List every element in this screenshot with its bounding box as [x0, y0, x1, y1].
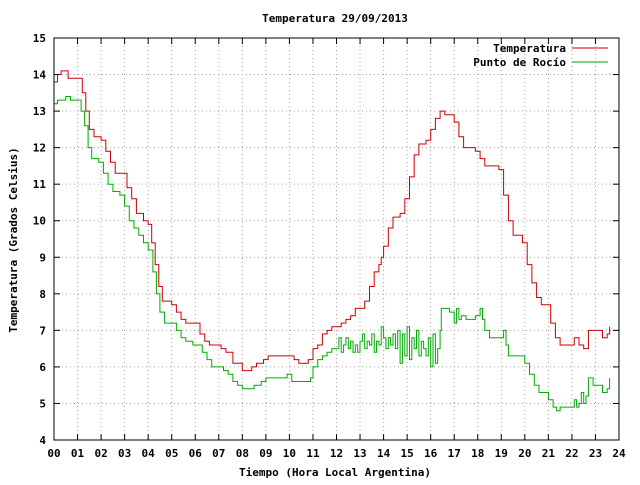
- y-tick-label: 6: [39, 361, 46, 374]
- x-tick-label: 18: [471, 447, 484, 460]
- x-tick-label: 16: [424, 447, 438, 460]
- x-tick-label: 04: [142, 447, 156, 460]
- grid-lines: [54, 38, 619, 440]
- x-tick-label: 02: [94, 447, 107, 460]
- x-tick-label: 17: [448, 447, 461, 460]
- x-axis-label: Tiempo (Hora Local Argentina): [239, 466, 431, 479]
- x-tick-label: 10: [283, 447, 296, 460]
- y-tick-label: 9: [39, 251, 46, 264]
- x-tick-label: 20: [518, 447, 531, 460]
- x-tick-label: 07: [212, 447, 225, 460]
- x-tick-label: 12: [330, 447, 343, 460]
- y-tick-label: 11: [33, 178, 47, 191]
- x-tick-label: 22: [565, 447, 578, 460]
- y-tick-label: 8: [39, 288, 46, 301]
- y-axis-label: Temperatura (Grados Celsius): [7, 147, 20, 332]
- y-tick-label: 13: [33, 105, 46, 118]
- chart-title: Temperatura 29/09/2013: [262, 12, 408, 25]
- x-tick-label: 21: [542, 447, 556, 460]
- series-line-0: [54, 70, 611, 372]
- x-tick-label: 15: [401, 447, 414, 460]
- x-tick-label: 11: [306, 447, 320, 460]
- y-tick-label: 5: [39, 397, 46, 410]
- y-tick-label: 7: [39, 324, 46, 337]
- series-lines: [54, 70, 611, 412]
- x-tick-label: 06: [189, 447, 203, 460]
- x-tick-label: 01: [71, 447, 85, 460]
- x-tick-label: 24: [612, 447, 626, 460]
- x-tick-label: 08: [236, 447, 249, 460]
- legend-label: Temperatura: [493, 42, 566, 55]
- y-tick-label: 10: [33, 215, 46, 228]
- x-tick-label: 19: [495, 447, 508, 460]
- x-tick-label: 14: [377, 447, 391, 460]
- x-tick-label: 09: [259, 447, 272, 460]
- y-tick-label: 14: [33, 69, 47, 82]
- x-tick-label: 03: [118, 447, 131, 460]
- series-line-1: [54, 96, 611, 412]
- axis-ticks: 4 5 6 7 8 9 10 11 12 13 14 15 00 01 02 03 04 05 06 07 08 09 10…: [33, 32, 626, 460]
- y-tick-label: 4: [39, 434, 46, 447]
- x-tick-label: 05: [165, 447, 178, 460]
- x-tick-label: 00: [47, 447, 60, 460]
- legend-label: Punto de Rocío: [473, 56, 566, 69]
- y-tick-label: 15: [33, 32, 46, 45]
- x-tick-label: 23: [589, 447, 602, 460]
- x-tick-label: 13: [353, 447, 366, 460]
- y-tick-label: 12: [33, 142, 46, 155]
